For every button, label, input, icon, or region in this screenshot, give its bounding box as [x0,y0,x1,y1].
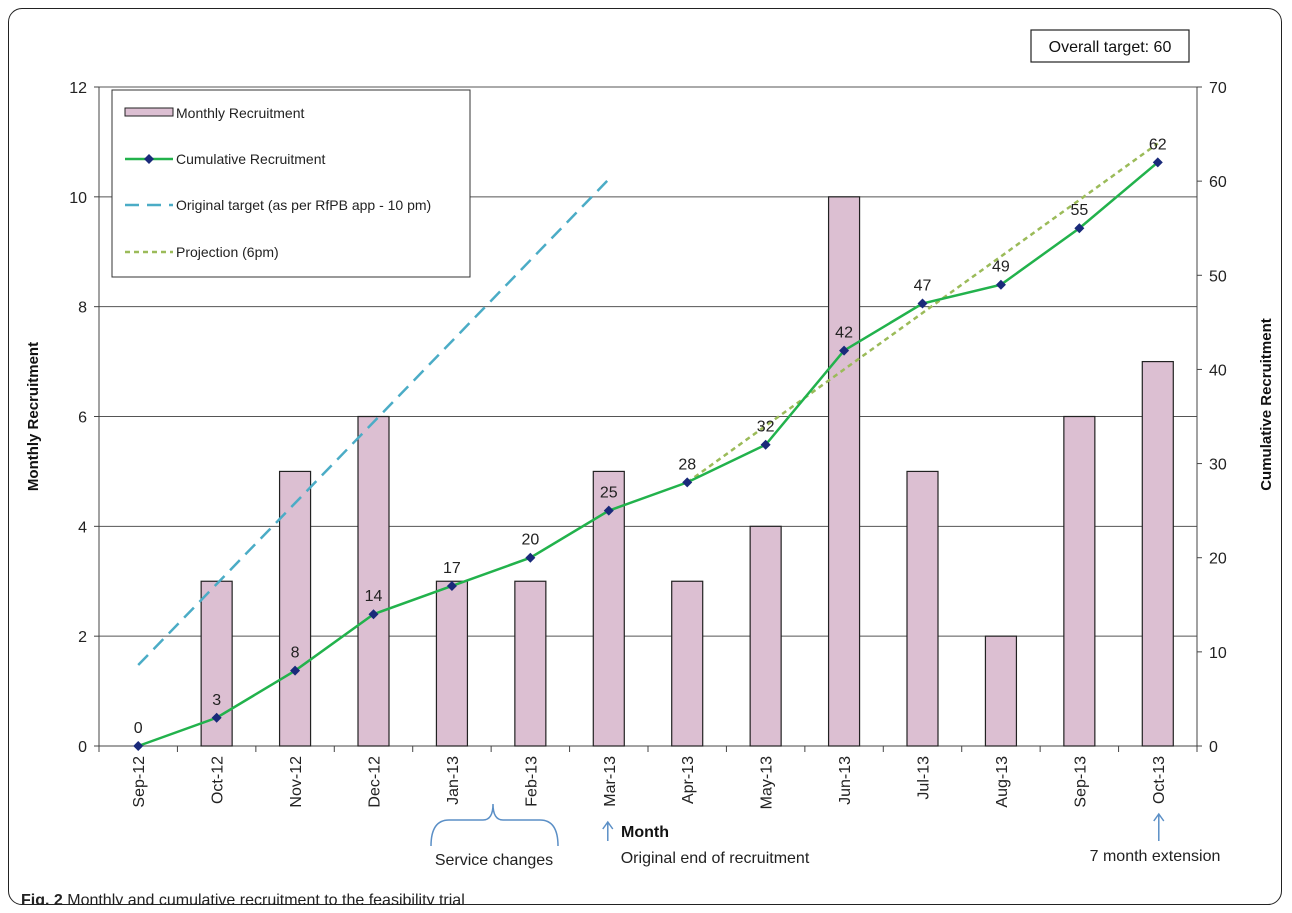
bar [749,525,782,747]
data-label: 28 [678,456,696,473]
x-tick-label: Mar-13 [602,756,619,807]
data-label: 47 [914,278,932,295]
target-box-label: Overall target: 60 [1049,39,1172,56]
extension-label: 7 month extension [1090,848,1221,865]
data-label: 55 [1070,202,1088,219]
x-tick-label: Oct-13 [1151,756,1168,804]
x-tick-label: Dec-12 [367,756,384,808]
service-changes-brace [430,803,559,847]
y2-tick-label: 70 [1209,80,1227,97]
x-tick-label: Sep-13 [1072,756,1089,808]
cumulative-point [682,477,693,488]
legend-box [111,89,471,278]
bar [435,580,469,747]
data-label: 0 [134,720,143,737]
data-label: 17 [443,560,461,577]
data-label: 20 [521,532,539,549]
legend-label: Monthly Recruitment [176,105,304,121]
x-tick-label: Jul-13 [916,756,933,800]
y-tick-label: 12 [69,80,87,97]
y2-tick-label: 20 [1209,551,1227,568]
figure-frame: 0 2 4 6 8 10 12 0 10 20 30 40 50 60 70 Sep-12 Oct-12 Nov-… [8,8,1282,905]
bar [984,635,1018,747]
bar [906,470,939,747]
cumulative-point [917,298,928,309]
data-label: 32 [757,419,775,436]
bar [278,470,312,747]
bar [1063,415,1096,747]
y2-tick-label: 50 [1209,268,1227,285]
legend-label: Projection (6pm) [176,244,279,260]
cumulative-point [133,741,144,751]
y-tick-label: 0 [78,739,87,756]
cumulative-point [760,439,771,450]
projection-line [686,142,1159,484]
data-label: 62 [1149,136,1167,153]
data-label: 42 [835,325,853,342]
cumulative-point [603,505,614,516]
cumulative-point [839,345,850,356]
data-label: 8 [291,645,300,662]
data-label: 49 [992,259,1010,276]
y-tick-label: 6 [78,410,87,427]
x-tick-label: Jun-13 [837,756,854,805]
service-changes-label: Service changes [435,852,553,869]
cumulative-point [368,609,379,620]
data-label: 25 [600,485,618,502]
data-label: 3 [212,692,221,709]
y2-tick-label: 60 [1209,174,1227,191]
x-tick-label: Sep-12 [131,756,148,808]
legend-label: Original target (as per RfPB app - 10 pm… [176,197,431,213]
y2-tick-label: 10 [1209,645,1227,662]
y-tick-label: 4 [78,519,87,536]
x-tick-label: May-13 [759,756,776,809]
caption-label: Fig. 2 [21,892,63,905]
cumulative-point [525,552,536,563]
x-tick-label: Nov-12 [288,756,305,808]
legend-label: Cumulative Recruitment [176,151,325,167]
cumulative-point [995,279,1006,290]
cumulative-point [211,712,222,723]
figure-caption: Fig. 2 Monthly and cumulative recruitmen… [21,892,465,905]
arrow-head [602,820,614,830]
caption-text: Monthly and cumulative recruitment to th… [67,892,465,905]
original-target-line [137,178,610,666]
end-of-recruitment-label: Original end of recruitment [621,850,810,867]
x-axis-title: Month [621,824,669,841]
x-tick-label: Feb-13 [523,756,540,807]
cumulative-point [290,665,301,676]
y-tick-label: 8 [78,300,87,317]
bar [357,415,390,747]
data-label: 14 [365,588,383,605]
y-axis-title: Monthly Recruitment [25,342,42,491]
y-tick-label: 2 [78,629,87,646]
x-tick-label: Oct-12 [210,756,227,804]
arrow-head [1153,812,1165,822]
cumulative-point [446,580,457,591]
y2-tick-label: 40 [1209,362,1227,379]
bar [671,580,704,747]
bar [827,196,861,747]
x-tick-label: Aug-13 [994,756,1011,808]
legend-swatch-marker [144,154,154,164]
bar [1141,360,1174,747]
y-tick-label: 10 [69,190,87,207]
cumulative-line [137,161,1159,748]
legend-swatch-bar [124,107,174,117]
y2-tick-label: 30 [1209,457,1227,474]
x-tick-label: Apr-13 [680,756,697,804]
cumulative-point [1152,157,1163,168]
y2-axis-title: Cumulative Recruitment [1258,318,1275,491]
cumulative-point [1074,223,1085,234]
x-tick-label: Jan-13 [445,756,462,805]
target-box [1030,29,1190,63]
y2-tick-label: 0 [1209,739,1218,756]
bar [514,580,547,747]
